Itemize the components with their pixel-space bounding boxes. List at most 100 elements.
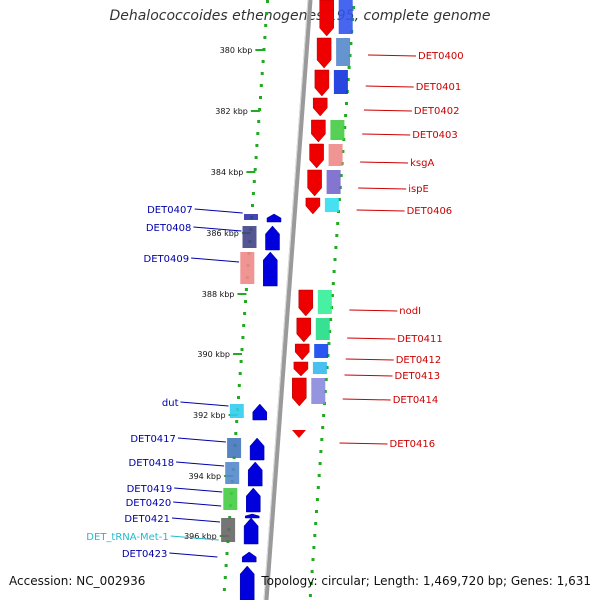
- forward-gene-arrow: [298, 289, 314, 317]
- forward-gene-arrow: [305, 197, 321, 215]
- scale-dot: [310, 570, 314, 573]
- scale-tick-label: 382 kbp: [215, 107, 248, 116]
- scale-tick-label: 384 kbp: [211, 168, 244, 177]
- forward-gene-arrow: [319, 0, 334, 37]
- scale-dot: [251, 192, 255, 195]
- reverse-gene-arrow: [263, 251, 278, 287]
- gene-leader-line: [176, 461, 225, 467]
- scale-dot: [263, 36, 267, 39]
- forward-gene-label: DET0402: [414, 106, 460, 117]
- forward-gene-label: DET0416: [390, 439, 436, 450]
- forward-gene-arrow: [311, 119, 326, 143]
- scale-dot: [265, 12, 269, 15]
- scale-dot: [259, 96, 262, 99]
- scale-dot: [223, 576, 227, 579]
- gene-color-bar: [225, 462, 240, 484]
- scale-dot: [329, 318, 333, 321]
- forward-gene-arrow: [294, 343, 310, 361]
- scale-dot: [344, 114, 348, 117]
- gene-color-bar: [330, 120, 345, 140]
- scale-dot: [327, 342, 331, 345]
- scale-dot: [349, 42, 353, 45]
- gene-leader-line: [358, 187, 407, 190]
- gene-color-bar: [314, 344, 329, 358]
- reverse-gene-label: DET0423: [122, 549, 168, 560]
- scale-dot: [260, 72, 264, 75]
- reverse-gene-arrow: [246, 487, 261, 513]
- gene-color-bar: [312, 362, 327, 374]
- gene-leader-line: [365, 85, 414, 88]
- scale-dot: [238, 372, 242, 375]
- forward-gene-label: ispE: [408, 184, 429, 195]
- gene-color-bar: [311, 378, 326, 404]
- scale-dot: [266, 0, 269, 3]
- scale-tick-label: 392 kbp: [193, 411, 226, 420]
- scale-dot: [251, 204, 254, 207]
- gene-color-bar: [326, 170, 341, 194]
- scale-dot: [254, 156, 258, 159]
- gene-color-bar: [229, 404, 244, 418]
- reverse-gene-label: dut: [162, 398, 179, 409]
- reverse-gene-arrow: [243, 517, 259, 545]
- scale-dot: [321, 426, 325, 429]
- forward-gene-label: ksgA: [410, 158, 434, 169]
- gene-leader-line: [360, 161, 409, 164]
- scale-dot: [259, 84, 263, 87]
- scale-dot: [255, 144, 259, 147]
- forward-gene-label: DET0413: [395, 371, 441, 382]
- reverse-gene-label: DET0417: [130, 434, 176, 445]
- gene-color-bar: [240, 252, 255, 284]
- accession-label: Accession: NC_002936: [9, 574, 146, 588]
- forward-gene-label: DET0403: [412, 130, 458, 141]
- scale-dot: [332, 270, 336, 273]
- scale-tick-label: 386 kbp: [206, 229, 239, 238]
- forward-gene-label: DET0406: [407, 206, 453, 217]
- forward-gene-label: DET0412: [396, 355, 442, 366]
- genome-backbone: [263, 0, 313, 600]
- reverse-gene-label: DET0419: [127, 484, 173, 495]
- reverse-color-bars: [221, 214, 258, 542]
- reverse-gene-arrows: [239, 213, 282, 600]
- scale-dot: [228, 516, 232, 519]
- map-title: Dehalococcoides ethenogenes 195, complet…: [109, 8, 491, 24]
- forward-gene-arrow: [292, 430, 306, 438]
- scale-dot: [242, 324, 246, 327]
- scale-dot: [319, 450, 323, 453]
- gene-leader-line: [347, 337, 396, 340]
- scale-dot: [252, 180, 256, 183]
- reverse-gene-arrow: [265, 225, 280, 251]
- gene-color-bar: [221, 518, 236, 542]
- forward-gene-arrow: [316, 37, 332, 69]
- scale-dot: [352, 6, 355, 9]
- scale-dots-right: [308, 6, 355, 597]
- scale-dot: [257, 120, 261, 123]
- scale-dot: [324, 378, 328, 381]
- forward-gene-arrow: [296, 317, 312, 343]
- scale-dot: [312, 546, 316, 549]
- reverse-gene-arrow: [239, 565, 255, 600]
- scale-dot: [244, 288, 248, 291]
- scale-dot: [311, 558, 315, 561]
- gene-color-bar: [328, 144, 343, 166]
- forward-gene-arrow: [309, 143, 324, 169]
- gene-color-bar: [227, 438, 242, 458]
- forward-gene-labels: DET0400 DET0401 DET0402 DET0403 ksgA ispE DET0…: [339, 51, 464, 450]
- scale-dot: [235, 420, 239, 423]
- reverse-gene-arrow: [244, 513, 260, 519]
- reverse-gene-label: DET0421: [124, 514, 170, 525]
- scale-tick-label: 380 kbp: [220, 46, 253, 55]
- scale-dot: [325, 366, 329, 369]
- gene-leader-line: [194, 208, 243, 214]
- gene-leader-line: [169, 552, 218, 558]
- scale-dot: [343, 126, 347, 129]
- reverse-gene-arrow: [241, 551, 257, 563]
- scale-dot: [264, 24, 268, 27]
- gene-color-bar: [244, 214, 258, 220]
- scale-dot: [339, 174, 343, 177]
- scale-dot: [244, 300, 247, 303]
- scale-dot: [341, 150, 345, 153]
- gene-leader-line: [191, 257, 240, 263]
- reverse-gene-arrow: [252, 403, 268, 421]
- forward-gene-arrow: [314, 69, 330, 97]
